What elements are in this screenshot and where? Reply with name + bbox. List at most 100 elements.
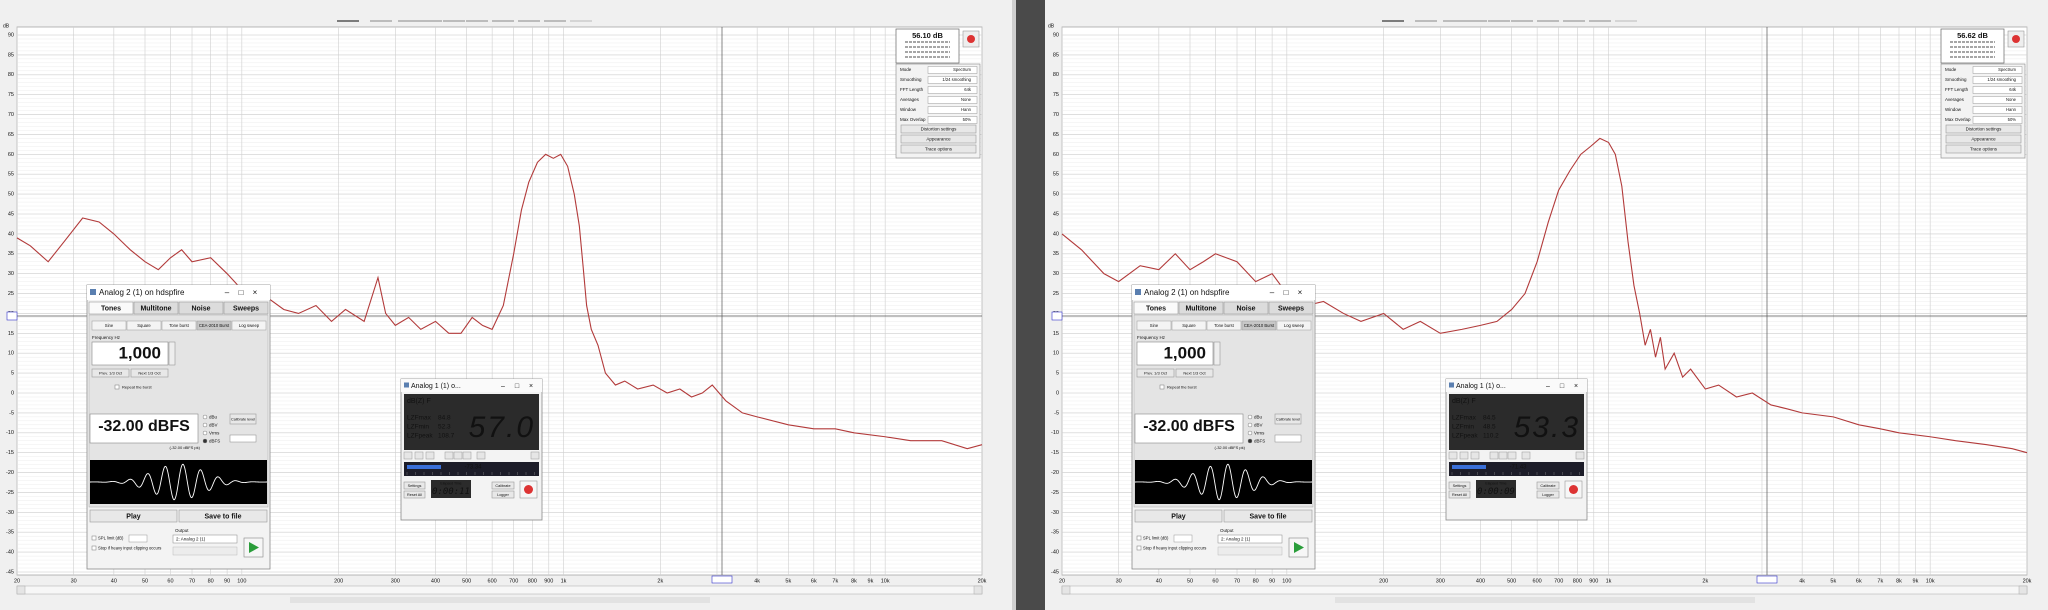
scrollbar-arrow[interactable]: [2018, 585, 2028, 595]
setting-dropdown[interactable]: [1972, 66, 2023, 74]
subtab[interactable]: [1206, 320, 1242, 331]
next-octave[interactable]: [1175, 368, 1214, 378]
checkbox[interactable]: [1136, 535, 1142, 541]
window-button[interactable]: –: [501, 383, 505, 390]
play-button[interactable]: [1134, 509, 1223, 523]
subtab[interactable]: [1136, 320, 1172, 331]
meter-settings[interactable]: [403, 481, 426, 490]
scrollbar-arrow[interactable]: [16, 585, 26, 595]
scrollbar[interactable]: [1061, 585, 2028, 595]
level-box[interactable]: [1134, 413, 1244, 444]
unit-radio[interactable]: [202, 430, 208, 436]
subtab[interactable]: [231, 320, 267, 331]
output-dropdown[interactable]: [172, 534, 238, 544]
meter-logger[interactable]: [491, 490, 515, 499]
meter-calibrate[interactable]: [491, 481, 515, 490]
settings-button[interactable]: [900, 144, 977, 154]
subtab[interactable]: [1276, 320, 1312, 331]
setting-dropdown[interactable]: [927, 76, 978, 84]
subtab[interactable]: [1241, 320, 1277, 331]
meter-option[interactable]: [1459, 451, 1469, 460]
prev-octave[interactable]: [91, 368, 130, 378]
meter-option[interactable]: [403, 451, 413, 460]
checkbox[interactable]: [91, 545, 97, 551]
settings-button[interactable]: [900, 134, 977, 144]
window-button[interactable]: □: [515, 383, 520, 390]
window-button[interactable]: ×: [253, 288, 258, 297]
frequency-box[interactable]: [1136, 341, 1214, 366]
scrollbar-arrow[interactable]: [973, 585, 983, 595]
checkbox[interactable]: [1159, 384, 1165, 390]
tab[interactable]: [88, 301, 134, 315]
tab[interactable]: [178, 301, 224, 315]
meter-settings[interactable]: [1448, 481, 1471, 490]
window-button[interactable]: –: [225, 288, 230, 297]
setting-dropdown[interactable]: [1972, 96, 2023, 104]
calibrate-level[interactable]: [229, 413, 257, 425]
meter-option[interactable]: [1470, 451, 1480, 460]
tab[interactable]: [1223, 301, 1269, 315]
meter-option[interactable]: [462, 451, 472, 460]
setting-dropdown[interactable]: [1972, 76, 2023, 84]
meter-option[interactable]: [1498, 451, 1508, 460]
subtab[interactable]: [161, 320, 197, 331]
meter-calibrate[interactable]: [1536, 481, 1560, 490]
tab[interactable]: [1178, 301, 1224, 315]
output-dropdown[interactable]: [1217, 534, 1283, 544]
unit-radio[interactable]: [1247, 422, 1253, 428]
calibrate-level[interactable]: [1274, 413, 1302, 425]
tab[interactable]: [133, 301, 179, 315]
setting-dropdown[interactable]: [927, 106, 978, 114]
meter-option[interactable]: [453, 451, 463, 460]
meter-option[interactable]: [444, 451, 454, 460]
checkbox[interactable]: [91, 535, 97, 541]
window-button[interactable]: ×: [1298, 288, 1303, 297]
unit-radio[interactable]: [1247, 414, 1253, 420]
meter-logger[interactable]: [1536, 490, 1560, 499]
prev-octave[interactable]: [1136, 368, 1175, 378]
settings-button[interactable]: [1945, 134, 2022, 144]
scrollbar-arrow[interactable]: [1061, 585, 1071, 595]
checkbox[interactable]: [114, 384, 120, 390]
play-button[interactable]: [89, 509, 178, 523]
frequency-box[interactable]: [91, 341, 169, 366]
tab[interactable]: [1268, 301, 1314, 315]
setting-dropdown[interactable]: [927, 86, 978, 94]
spinner[interactable]: [1213, 341, 1221, 366]
tab[interactable]: [223, 301, 269, 315]
window-button[interactable]: –: [1270, 288, 1275, 297]
meter-option[interactable]: [1448, 451, 1458, 460]
spinner[interactable]: [168, 341, 176, 366]
settings-button[interactable]: [1945, 124, 2022, 134]
spl-limit-input[interactable]: [1173, 534, 1193, 543]
window-button[interactable]: ×: [529, 383, 533, 390]
window-button[interactable]: □: [1560, 383, 1565, 390]
setting-dropdown[interactable]: [1972, 86, 2023, 94]
settings-button[interactable]: [1945, 144, 2022, 154]
subtab[interactable]: [126, 320, 162, 331]
window-button[interactable]: □: [1284, 288, 1289, 297]
level-box[interactable]: [89, 413, 199, 444]
setting-dropdown[interactable]: [1972, 116, 2023, 124]
unit-radio[interactable]: [1247, 438, 1253, 444]
meter-reset[interactable]: [403, 490, 426, 499]
meter-option[interactable]: [1507, 451, 1517, 460]
save-button[interactable]: [178, 509, 268, 523]
unit-radio[interactable]: [1247, 430, 1253, 436]
subtab[interactable]: [91, 320, 127, 331]
level-dropdown[interactable]: [1274, 434, 1302, 443]
meter-option[interactable]: [1575, 451, 1585, 460]
output-dropdown-2[interactable]: [172, 546, 238, 556]
meter-option[interactable]: [425, 451, 435, 460]
window-button[interactable]: –: [1546, 383, 1550, 390]
meter-option[interactable]: [1489, 451, 1499, 460]
scrollbar[interactable]: [16, 585, 983, 595]
setting-dropdown[interactable]: [927, 116, 978, 124]
checkbox[interactable]: [1136, 545, 1142, 551]
save-button[interactable]: [1223, 509, 1313, 523]
settings-button[interactable]: [900, 124, 977, 134]
spl-limit-input[interactable]: [128, 534, 148, 543]
meter-option[interactable]: [530, 451, 540, 460]
next-octave[interactable]: [130, 368, 169, 378]
unit-radio[interactable]: [202, 422, 208, 428]
